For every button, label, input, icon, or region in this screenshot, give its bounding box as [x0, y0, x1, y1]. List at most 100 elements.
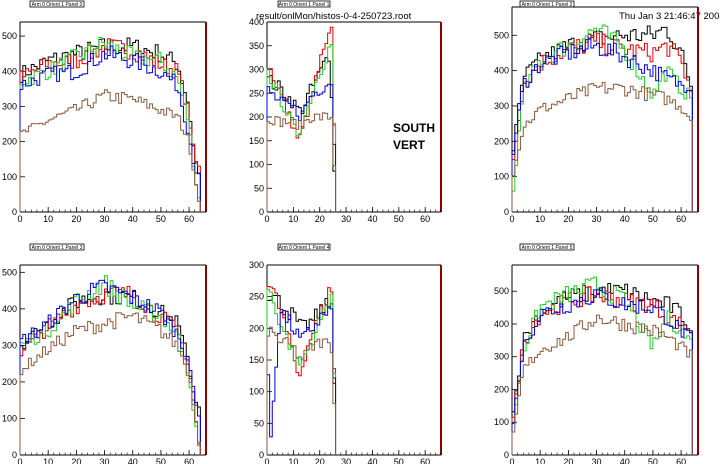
- y-tick-label: 200: [494, 136, 509, 146]
- histogram-series-blue: [266, 83, 337, 212]
- histogram-series-brown: [19, 312, 201, 455]
- x-tick-label: 0: [509, 457, 514, 464]
- x-tick-label: 30: [592, 457, 602, 464]
- y-tick-label: 0: [259, 450, 264, 460]
- x-tick-label: 20: [71, 214, 81, 224]
- histogram-series-red: [511, 32, 693, 212]
- y-tick-label: 0: [12, 450, 17, 460]
- x-tick-label: 60: [184, 214, 194, 224]
- y-tick-label: 250: [249, 292, 264, 302]
- histogram-panel: Arm 0 Orient 1 Panel 2 0 10 20 30 40 50 60 0 100 2…: [494, 0, 699, 224]
- annotation-vert: VERT: [393, 138, 426, 152]
- y-tick-label: 300: [249, 65, 264, 75]
- y-tick-label: 400: [494, 319, 509, 329]
- y-tick-label: 150: [249, 355, 264, 365]
- histogram-series-brown: [511, 314, 693, 455]
- x-tick-label: 50: [648, 457, 658, 464]
- x-tick-label: 40: [620, 214, 630, 224]
- x-tick-label: 60: [676, 457, 686, 464]
- x-tick-label: 20: [563, 457, 573, 464]
- histogram-series-red: [19, 38, 201, 212]
- y-tick-label: 100: [494, 417, 509, 427]
- y-tick-label: 400: [249, 17, 264, 27]
- panel-title-box: [29, 243, 85, 251]
- y-tick-label: 500: [2, 31, 17, 41]
- x-tick-label: 30: [341, 214, 351, 224]
- x-tick-label: 10: [535, 457, 545, 464]
- histogram-series-black: [19, 286, 201, 455]
- histogram-panel: Arm 0 Orient 1 Panel 5 0 10 20 30 40 50 60 0 100 2…: [494, 243, 699, 464]
- y-tick-label: 200: [249, 323, 264, 333]
- y-tick-label: 0: [12, 207, 17, 217]
- x-tick-label: 10: [535, 214, 545, 224]
- y-tick-label: 200: [2, 137, 17, 147]
- y-tick-label: 400: [2, 304, 17, 314]
- x-tick-label: 30: [341, 457, 351, 464]
- panel-title-box: [277, 0, 331, 8]
- x-tick-label: 0: [509, 214, 514, 224]
- x-tick-label: 30: [100, 457, 110, 464]
- histogram-series-red: [511, 286, 693, 455]
- histogram-series-brown: [266, 112, 337, 212]
- y-tick-label: 200: [494, 384, 509, 394]
- x-tick-label: 10: [43, 214, 53, 224]
- x-tick-label: 60: [420, 457, 430, 464]
- histogram-series-black: [511, 283, 693, 455]
- y-tick-label: 50: [254, 418, 264, 428]
- x-tick-label: 50: [394, 214, 404, 224]
- histogram-series-blue: [511, 287, 693, 455]
- x-tick-label: 60: [420, 214, 430, 224]
- x-tick-label: 20: [315, 457, 325, 464]
- y-tick-label: 200: [2, 377, 17, 387]
- x-tick-label: 40: [128, 214, 138, 224]
- panel-title: Arm 0 Orient 1 Panel 4: [279, 245, 330, 251]
- histogram-series-green: [19, 36, 201, 212]
- y-tick-label: 0: [504, 450, 509, 460]
- histogram-series-brown: [511, 81, 693, 212]
- x-tick-label: 50: [156, 457, 166, 464]
- y-tick-label: 200: [249, 112, 264, 122]
- x-tick-label: 0: [17, 214, 22, 224]
- y-tick-label: 0: [504, 207, 509, 217]
- y-tick-label: 50: [254, 183, 264, 193]
- x-tick-label: 30: [100, 214, 110, 224]
- histogram-series-blue: [19, 45, 201, 212]
- y-tick-label: 500: [494, 30, 509, 40]
- annotation-south: SOUTH: [393, 121, 435, 135]
- histogram-panel: Arm 0 Orient 1 Panel 4 0 10 20 30 40 50 60 0 50 10…: [249, 243, 442, 464]
- x-tick-label: 10: [288, 214, 298, 224]
- histogram-series-blue: [511, 37, 693, 212]
- x-tick-label: 20: [71, 457, 81, 464]
- histogram-series-blue: [19, 279, 201, 455]
- histogram-panel: Arm 0 Orient 1 Panel 3 0 10 20 30 40 50 60 0 100 2…: [2, 243, 207, 464]
- y-tick-label: 500: [2, 267, 17, 277]
- histogram-series-blue: [266, 306, 337, 455]
- y-tick-label: 300: [2, 340, 17, 350]
- y-tick-label: 100: [494, 172, 509, 182]
- file-path-label: result/onlMon/histos-0-4-250723.root: [256, 11, 412, 22]
- x-tick-label: 40: [367, 457, 377, 464]
- y-tick-label: 400: [2, 66, 17, 76]
- panel-title: Arm 0 Orient 1 Panel 2: [522, 2, 573, 8]
- y-tick-label: 150: [249, 136, 264, 146]
- histogram-series-brown: [19, 89, 201, 212]
- y-tick-label: 100: [2, 172, 17, 182]
- y-tick-label: 350: [249, 41, 264, 51]
- histogram-panel: Arm 0 Orient 1 Panel 1 0 10 20 30 40 50 60 0 50 10…: [249, 0, 442, 224]
- histogram-series-black: [511, 25, 693, 212]
- x-tick-label: 10: [43, 457, 53, 464]
- x-tick-label: 50: [648, 214, 658, 224]
- histogram-panel: Arm 0 Orient 1 Panel 0 0 10 20 30 40 50 60 0 100 2…: [2, 0, 207, 224]
- histogram-series-green: [511, 276, 693, 455]
- x-tick-label: 20: [563, 214, 573, 224]
- y-tick-label: 400: [494, 66, 509, 76]
- x-tick-label: 40: [128, 457, 138, 464]
- x-tick-label: 50: [156, 214, 166, 224]
- panel-title: Arm 0 Orient 1 Panel 1: [279, 2, 330, 8]
- x-tick-label: 60: [184, 457, 194, 464]
- y-tick-label: 250: [249, 88, 264, 98]
- y-tick-label: 100: [249, 160, 264, 170]
- y-tick-label: 500: [494, 286, 509, 296]
- timestamp-label: Thu Jan 3 21:46:47 2008: [619, 11, 720, 22]
